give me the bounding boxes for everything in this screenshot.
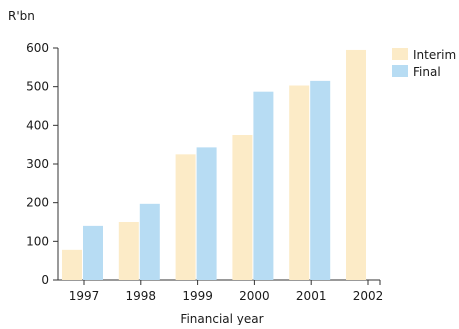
y-tick-label: 400 <box>26 118 49 132</box>
x-tick-label: 1998 <box>126 289 157 303</box>
bars-group <box>62 49 366 281</box>
y-tick-label: 100 <box>26 234 49 248</box>
bar-interim-2001 <box>289 85 310 280</box>
bar-interim-1999 <box>175 154 196 280</box>
y-tick-label: 300 <box>26 157 49 171</box>
y-tick-labels: 0 100 200 300 400 500 600 <box>26 41 49 287</box>
bar-interim-2002 <box>346 49 366 280</box>
legend-label-final: Final <box>413 65 441 79</box>
x-axis-title: Financial year <box>180 312 263 325</box>
bar-final-2000 <box>253 91 274 281</box>
bar-interim-1998 <box>118 222 139 280</box>
y-tick-label: 500 <box>26 80 49 94</box>
x-tick-label: 2000 <box>239 289 270 303</box>
bar-final-2001 <box>310 80 331 280</box>
legend-swatch-final <box>392 65 408 77</box>
bar-interim-1997 <box>62 249 82 280</box>
legend: Interim Final <box>392 48 456 79</box>
legend-swatch-interim <box>392 48 408 60</box>
y-tick-label: 200 <box>26 196 49 210</box>
legend-label-interim: Interim <box>413 48 456 62</box>
bar-interim-2000 <box>232 135 253 280</box>
y-tick-label: 0 <box>41 273 49 287</box>
y-tick-label: 600 <box>26 41 49 55</box>
bar-final-1999 <box>196 147 217 280</box>
x-tick-label: 1999 <box>182 289 213 303</box>
bar-final-1997 <box>83 225 103 280</box>
x-tick-label: 2001 <box>296 289 327 303</box>
bar-final-1998 <box>139 203 160 280</box>
x-tick-label: 1997 <box>69 289 100 303</box>
y-axis-title: R'bn <box>8 9 35 23</box>
x-tick-label: 2002 <box>353 289 384 303</box>
x-tick-labels: 1997 1998 1999 2000 2001 2002 <box>69 289 384 303</box>
